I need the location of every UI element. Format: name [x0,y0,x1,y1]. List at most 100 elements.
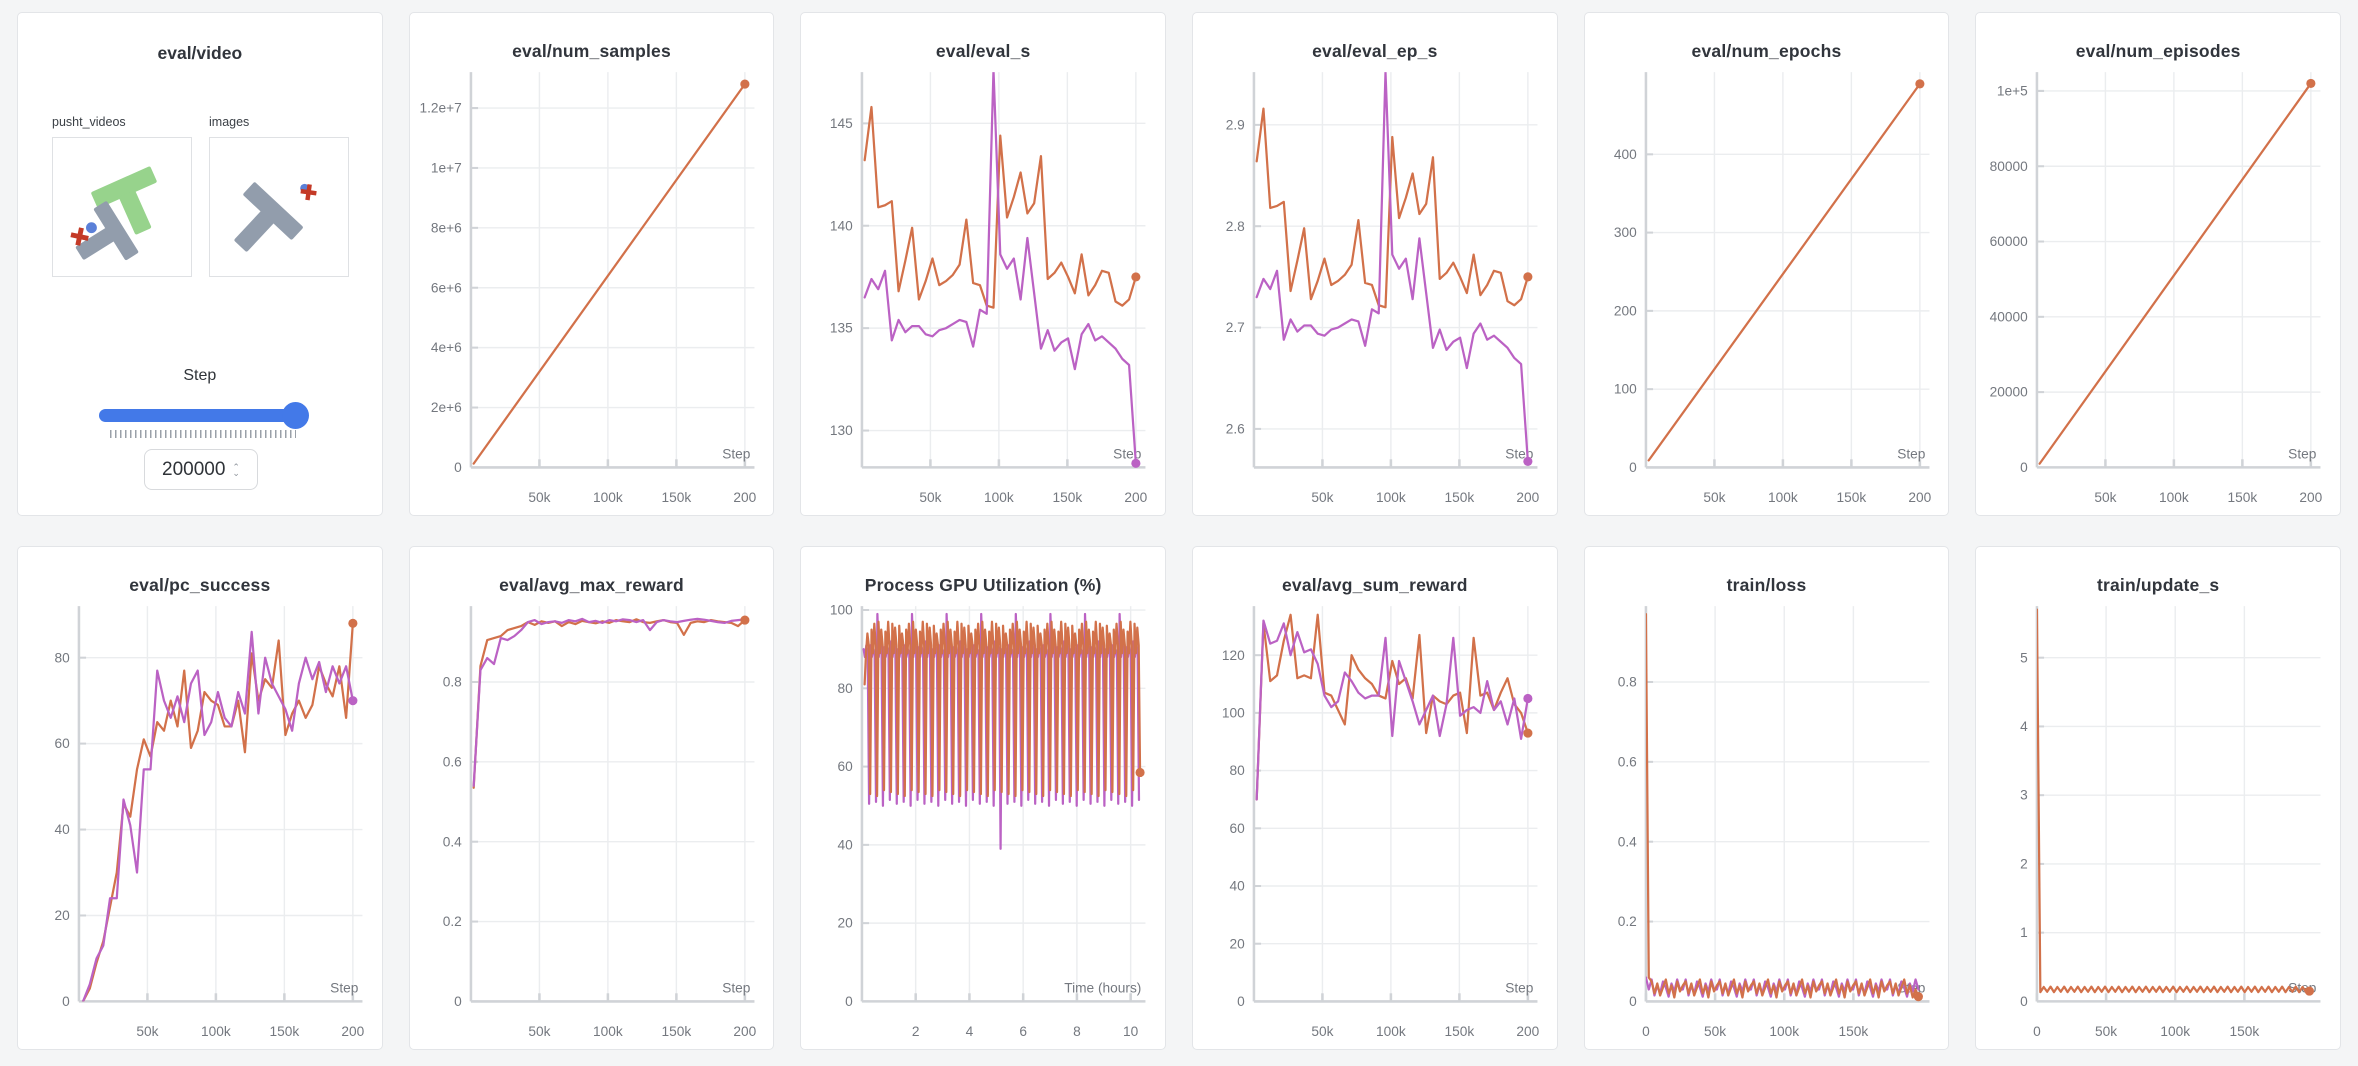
svg-text:150k: 150k [1053,490,1083,505]
svg-text:3: 3 [2020,788,2028,803]
svg-text:200: 200 [341,1024,364,1039]
chart-panel: eval/eval_s 50k 100k 150k 200 130 135 140 145 St… [800,12,1166,516]
chart-title: train/loss [1726,575,1807,595]
svg-text:0: 0 [2020,460,2028,475]
agent-dot-icon [86,222,97,234]
svg-text:10: 10 [1123,1024,1139,1039]
svg-text:Step: Step [1505,980,1534,995]
svg-text:200: 200 [1908,490,1931,505]
svg-text:8e+6: 8e+6 [431,220,462,235]
svg-text:40000: 40000 [1990,309,2028,324]
svg-text:0: 0 [1629,460,1637,475]
svg-text:40: 40 [838,837,854,852]
stepper-arrows-icon[interactable]: ⌃ ⌄ [232,461,240,478]
svg-text:0.4: 0.4 [442,834,461,849]
chart-body: 50k 100k 150k 200 0 20000 40000 60000 80000 1e+5 S… [1976,62,2340,515]
svg-text:80: 80 [838,681,854,696]
chart-title: eval/pc_success [129,575,271,595]
svg-text:120: 120 [1222,648,1245,663]
chart-panel: eval/avg_max_reward 50k 100k 150k 200 0 0.2 0.… [408,546,775,1050]
chart-body: 50k 100k 150k 200 2.6 2.7 2.8 2.9 Step [1193,62,1557,515]
svg-text:Step: Step [722,446,751,461]
chart-canvas[interactable]: 50k 100k 150k 200 0 2e+6 4e+6 6e+6 8e+6 1e+7 1.2e+… [412,64,768,515]
svg-text:2.7: 2.7 [1226,320,1245,335]
svg-text:50k: 50k [920,490,942,505]
svg-text:2.6: 2.6 [1226,421,1245,436]
svg-text:Step: Step [1897,446,1926,461]
svg-text:150k: 150k [1445,490,1475,505]
svg-text:1e+5: 1e+5 [1997,84,2028,99]
chart-canvas[interactable]: 50k 100k 150k 200 130 135 140 145 Step [803,64,1159,515]
svg-text:2e+6: 2e+6 [431,400,462,415]
chart-panel: eval/num_episodes 50k 100k 150k 200 0 20000 40… [1975,12,2341,516]
chart-canvas[interactable]: 50k 100k 150k 200 0 0.2 0.4 0.6 0.8 Step [412,598,768,1049]
svg-text:150k: 150k [1445,1024,1475,1039]
chart-panel: eval/num_samples 50k 100k 150k 200 0 2e+6 4e+6… [408,12,775,516]
step-slider-thumb[interactable] [282,402,309,429]
svg-text:20000: 20000 [1990,385,2028,400]
chart-panel: eval/eval_ep_s 50k 100k 150k 200 2.6 2.7 2.8 2.… [1191,12,1558,516]
svg-text:150k: 150k [661,490,691,505]
chart-title: train/update_s [2096,575,2220,595]
svg-text:20: 20 [838,916,854,931]
svg-text:50k: 50k [2095,1024,2117,1039]
svg-text:50k: 50k [1703,490,1725,505]
chart-title: eval/num_episodes [2075,41,2241,61]
pusht-video-thumbnail[interactable] [52,137,192,277]
step-slider[interactable] [99,402,309,429]
svg-text:0: 0 [62,994,70,1009]
chart-body: 50k 100k 150k 200 0 0.2 0.4 0.6 0.8 Step [410,596,774,1049]
chart-canvas[interactable]: 50k 100k 150k 200 0 20 40 60 80 Step [20,598,376,1049]
svg-text:1e+7: 1e+7 [431,161,462,176]
svg-text:200: 200 [733,490,756,505]
chart-body: 50k 100k 150k 200 0 20 40 60 80 Step [18,596,382,1049]
svg-text:80: 80 [1230,763,1246,778]
svg-text:0: 0 [2033,1024,2041,1039]
step-input[interactable]: 200000 ⌃ ⌄ [144,449,258,490]
chart-canvas[interactable]: 50k 100k 150k 200 0 20 40 60 80 100 120 Step [1195,598,1551,1049]
svg-text:200: 200 [1614,303,1637,318]
svg-text:50k: 50k [1311,1024,1333,1039]
chart-body: 50k 100k 150k 200 0 20 40 60 80 100 120 Step [1193,596,1557,1049]
chart-panel: Process GPU Utilization (%) 2 4 6 8 10 0 20 40 6… [800,546,1166,1050]
chart-panel: train/loss 0 50k 100k 150k 0 0.2 0.4 0.6 0.8 Step [1583,546,1950,1050]
svg-text:Time (hours): Time (hours) [1065,980,1142,995]
svg-text:100k: 100k [593,1024,623,1039]
svg-text:2: 2 [912,1024,920,1039]
svg-text:130: 130 [830,423,853,438]
chart-canvas[interactable]: 50k 100k 150k 200 0 20000 40000 60000 80000 1e+5 S… [1978,64,2334,515]
svg-text:0.8: 0.8 [1617,675,1636,690]
chart-title: eval/eval_ep_s [1312,41,1438,61]
goal-cross-icon [70,227,89,246]
svg-text:200: 200 [1125,490,1148,505]
svg-text:200: 200 [733,1024,756,1039]
svg-text:50k: 50k [528,490,550,505]
svg-text:150k: 150k [661,1024,691,1039]
svg-text:100: 100 [1222,705,1245,720]
svg-text:100k: 100k [984,490,1014,505]
svg-text:50k: 50k [1311,490,1333,505]
images-thumbnail[interactable] [209,137,349,277]
svg-text:0: 0 [2020,994,2028,1009]
svg-text:200: 200 [1516,1024,1539,1039]
svg-text:100k: 100k [2159,490,2189,505]
svg-text:50k: 50k [2095,490,2117,505]
svg-text:60: 60 [838,759,854,774]
svg-text:100k: 100k [1768,490,1798,505]
pusht-tee-green [91,166,157,235]
chart-body: 0 50k 100k 150k 0 1 2 3 4 5 Step [1976,596,2340,1049]
svg-text:0.6: 0.6 [1617,754,1636,769]
svg-text:Step: Step [2289,446,2318,461]
svg-text:50k: 50k [1704,1024,1726,1039]
svg-text:4e+6: 4e+6 [431,340,462,355]
svg-text:0.8: 0.8 [442,675,461,690]
svg-text:0.4: 0.4 [1617,834,1636,849]
svg-text:200: 200 [2300,490,2323,505]
chart-title: eval/num_samples [512,41,671,61]
media-caption-images: images [209,115,250,129]
chart-canvas[interactable]: 50k 100k 150k 200 0 100 200 300 400 Step [1587,64,1943,515]
